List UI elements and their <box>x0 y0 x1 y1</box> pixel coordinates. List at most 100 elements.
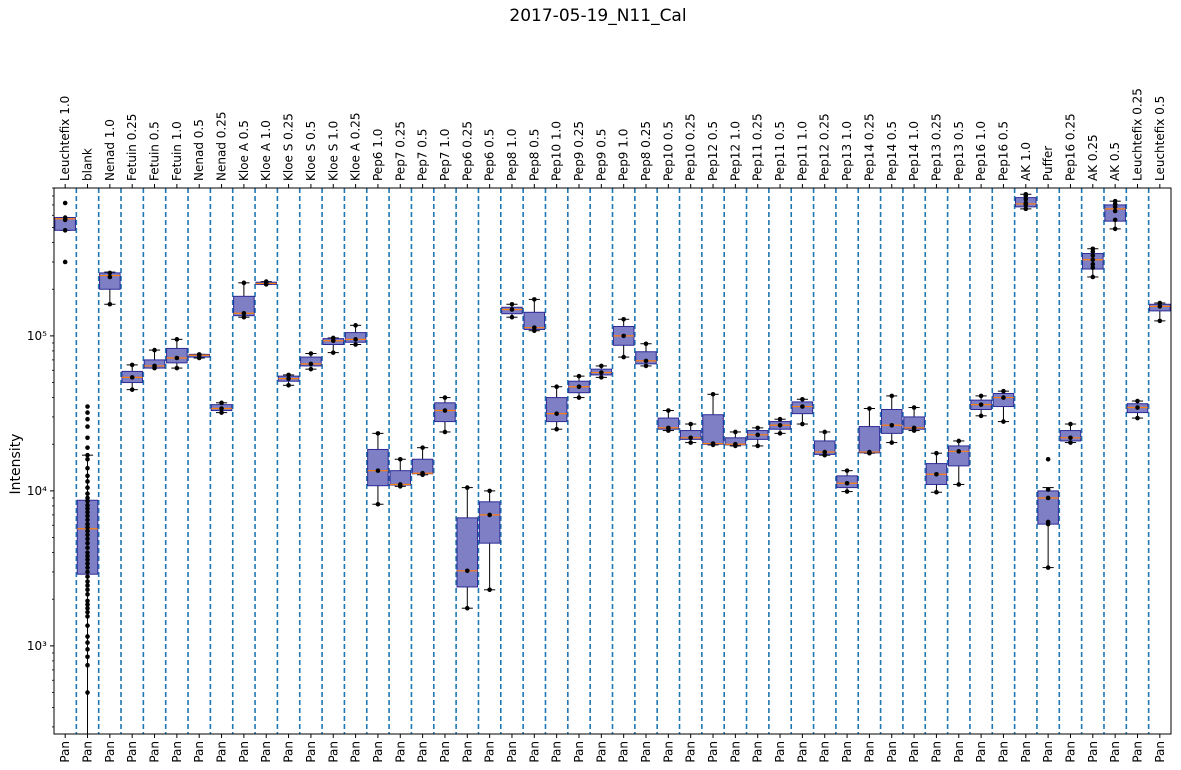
category-label: Pep16 0.25 <box>1063 113 1077 181</box>
data-point <box>643 363 649 369</box>
data-point <box>397 482 403 487</box>
data-point <box>755 432 761 438</box>
data-point <box>152 363 157 369</box>
data-point <box>286 382 291 388</box>
data-point <box>1090 257 1096 263</box>
data-point <box>85 509 90 515</box>
data-point <box>554 411 559 416</box>
category-label: Pep8 0.5 <box>527 129 541 181</box>
x-tick-label: Pan <box>1041 741 1055 763</box>
category-label: Kloe S 0.5 <box>304 121 318 181</box>
data-point <box>1045 495 1051 501</box>
x-tick-label: Pan <box>148 741 162 763</box>
category-label: Pep11 0.5 <box>773 121 787 181</box>
data-point <box>822 429 828 435</box>
data-point <box>129 375 135 380</box>
data-point <box>85 452 90 458</box>
x-tick-label: Pan <box>326 741 340 763</box>
data-point <box>85 553 90 559</box>
x-tick-label: Pan <box>929 741 943 763</box>
x-tick-label: Pan <box>416 741 430 763</box>
x-tick-label: Pan <box>192 741 206 763</box>
data-point <box>107 274 113 280</box>
data-point <box>420 470 425 476</box>
box-iqr <box>367 448 389 487</box>
x-tick-label: Pan <box>1086 741 1100 763</box>
category-label: Pep8 0.25 <box>639 121 653 181</box>
x-tick-label: Pan <box>304 741 318 763</box>
data-point <box>755 425 761 431</box>
data-point <box>710 441 716 446</box>
data-point <box>1023 197 1029 202</box>
data-point <box>263 279 269 284</box>
category-label: Kloe A 0.5 <box>237 120 251 181</box>
data-point <box>1090 274 1096 280</box>
data-point <box>85 517 90 523</box>
category-label: Pep12 0.25 <box>818 113 832 181</box>
data-point <box>1001 395 1006 400</box>
category-label: Pep13 0.25 <box>929 113 943 181</box>
data-point <box>85 550 90 555</box>
x-tick-label: Pan <box>1063 741 1077 763</box>
x-tick-label: Pan <box>438 741 452 763</box>
data-point <box>800 421 805 427</box>
x-tick-label: Pan <box>862 741 876 763</box>
data-point <box>1112 217 1118 223</box>
data-point <box>867 449 872 455</box>
data-point <box>1001 419 1006 424</box>
category-label: AK 0.5 <box>1108 142 1122 181</box>
category-label: Pep6 0.25 <box>460 121 474 181</box>
data-point <box>978 393 984 399</box>
box-iqr <box>166 347 188 364</box>
category-label: Nenad 1.0 <box>103 119 117 181</box>
category-label: Pep13 0.5 <box>952 121 966 181</box>
category-label: Pep13 1.0 <box>840 121 854 181</box>
category-label: Pep9 1.0 <box>617 129 631 181</box>
data-point <box>442 429 448 435</box>
x-tick-label: Pan <box>1153 741 1167 763</box>
data-point <box>85 662 90 668</box>
data-point <box>867 406 872 411</box>
axes-frame <box>53 187 1172 735</box>
data-point <box>174 355 180 361</box>
data-point <box>85 528 90 534</box>
data-point <box>420 445 425 450</box>
x-tick-label: Pan <box>795 741 809 763</box>
data-point <box>375 501 381 507</box>
category-label: Pep10 0.25 <box>684 113 698 181</box>
data-point <box>85 536 90 542</box>
box-iqr <box>992 392 1015 408</box>
data-point <box>1023 191 1029 197</box>
x-tick-label: Pan <box>349 741 363 763</box>
data-point <box>85 416 90 422</box>
category-label: Nenad 0.5 <box>192 119 206 181</box>
data-point <box>464 605 470 611</box>
x-tick-label: Pan <box>237 741 251 763</box>
data-point <box>889 440 895 445</box>
data-point <box>956 482 962 487</box>
data-point <box>85 623 90 628</box>
category-label: Pep7 0.5 <box>416 129 430 181</box>
data-point <box>330 335 336 341</box>
data-point <box>599 370 604 375</box>
y-tick-label: 10⁵ <box>27 329 47 343</box>
y-tick-label: 10⁴ <box>27 484 47 498</box>
data-point <box>509 314 515 320</box>
plot-area: 10³ 10⁴ 10⁵ Leuchtefix 1.0 Pan blank Pan Nenad … <box>27 88 1172 763</box>
data-point <box>464 568 470 574</box>
data-point <box>308 361 314 367</box>
data-point <box>1068 421 1073 427</box>
category-label: Pep8 1.0 <box>505 129 519 181</box>
y-axis-label: Intensity <box>8 434 24 495</box>
x-tick-label: Pan <box>393 741 407 763</box>
data-point <box>978 402 984 407</box>
x-tick-label: Pan <box>103 741 117 763</box>
data-point <box>956 449 962 454</box>
data-point <box>1023 206 1029 212</box>
category-label: Fetuin 0.25 <box>125 114 139 181</box>
category-label: Nenad 0.25 <box>215 112 229 181</box>
data-point <box>85 424 90 429</box>
data-point <box>1068 435 1073 441</box>
x-tick-label: Pan <box>907 741 921 763</box>
